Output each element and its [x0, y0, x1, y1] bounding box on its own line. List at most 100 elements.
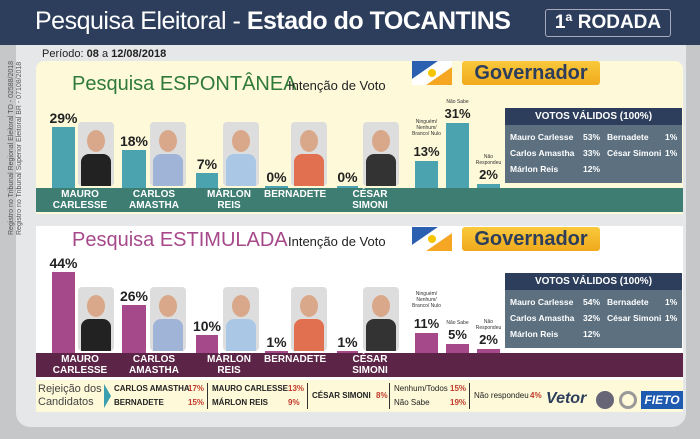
rejection-value: 17%	[188, 384, 205, 393]
candidate-name: CÉSAR SIMONI	[352, 189, 388, 211]
page-title: Pesquisa Eleitoral - Estado do TOCANTINS	[35, 7, 511, 35]
tv-anhanguera-logo	[596, 391, 614, 409]
bar	[196, 334, 218, 353]
record-logo	[619, 391, 637, 409]
registration-text: Registro no Tribunal Regional Eleitoral …	[8, 60, 23, 235]
valid-votes-value: 53%	[583, 132, 601, 142]
arrow-icon	[104, 384, 111, 408]
torso-icon	[81, 319, 111, 351]
category-label: Não Respondeu	[475, 153, 502, 166]
rejection-candidate: Não respondeu	[474, 391, 529, 400]
bar-value-label: 7%	[196, 156, 218, 173]
stimulated-name-band	[36, 353, 683, 377]
face-icon	[159, 130, 177, 152]
valid-votes-value: 12%	[583, 329, 601, 339]
valid-votes-value: 32%	[583, 313, 601, 323]
divider	[307, 383, 308, 409]
vetor-logo: Vetor	[546, 390, 587, 407]
category-label: Ninguém/ Nenhum/ Branco/ Nulo	[412, 290, 441, 309]
valid-votes-value: 1%	[665, 132, 678, 142]
bar-value-label: 0%	[266, 169, 287, 185]
bar-value-label: 1%	[266, 334, 287, 350]
bar	[446, 122, 469, 188]
torso-icon	[153, 319, 183, 351]
valid-votes-value: 54%	[583, 297, 601, 307]
candidate-name: BERNADETE	[264, 354, 327, 365]
spontaneous-name-band	[36, 188, 683, 212]
bar-value-label: 1%	[337, 334, 358, 350]
candidate-photo	[363, 287, 399, 351]
candidate-name: MÁRLON REIS	[207, 189, 251, 211]
candidate-name: MAURO CARLESSE	[52, 354, 108, 376]
torso-icon	[81, 154, 111, 186]
rejection-candidate: BERNADETE	[114, 398, 164, 407]
rejection-value: 13%	[288, 384, 305, 393]
bar	[265, 186, 288, 188]
office-badge: Governador	[462, 227, 600, 251]
valid-votes-name: Márlon Reis	[510, 329, 559, 339]
bar	[52, 127, 75, 188]
valid-votes-value: 33%	[583, 148, 601, 158]
candidate-name: MAURO CARLESSE	[52, 189, 108, 211]
bar-value-label: 18%	[119, 133, 149, 150]
bar-value-label: 29%	[49, 110, 78, 127]
valid-votes-name: Márlon Reis	[510, 164, 559, 174]
bar	[337, 351, 358, 353]
candidate-photo	[223, 122, 259, 186]
rejection-candidate: CÉSAR SIMONI	[312, 391, 371, 400]
face-icon	[232, 130, 250, 152]
torso-icon	[366, 154, 396, 186]
rejection-value: 19%	[450, 398, 467, 407]
candidate-photo	[78, 287, 114, 351]
valid-votes-name: César Simoni	[607, 148, 662, 158]
rejection-value: 15%	[188, 398, 205, 407]
spontaneous-title: Pesquisa ESPONTÂNEA	[72, 73, 297, 95]
candidate-name: BERNADETE	[264, 189, 327, 200]
spontaneous-subtitle: Intenção de Voto	[288, 78, 386, 93]
bar	[415, 160, 438, 188]
rejection-value: 8%	[376, 391, 388, 400]
rejection-value: 9%	[288, 398, 300, 407]
torso-icon	[294, 154, 324, 186]
valid-votes-name: Carlos Amastha	[510, 148, 575, 158]
bar	[122, 304, 146, 353]
valid-votes-title: VOTOS VÁLIDOS (100%)	[505, 108, 682, 125]
divider	[389, 383, 390, 409]
rejection-candidate: CARLOS AMASTHA	[114, 384, 190, 393]
category-label: Não Sabe	[446, 319, 469, 326]
valid-votes-box-spontaneous: VOTOS VÁLIDOS (100%) Mauro Carlesse 53% Car…	[505, 108, 682, 183]
bar	[52, 271, 75, 353]
rejection-candidate: Nenhum/Todos	[394, 384, 448, 393]
face-icon	[232, 295, 250, 317]
bar-value-label: 11%	[413, 315, 440, 331]
bar-value-label: 13%	[413, 143, 440, 159]
bar-value-label: 44%	[49, 254, 78, 271]
face-icon	[300, 130, 318, 152]
bar-value-label: 5%	[448, 326, 467, 342]
valid-votes-name: Bernadete	[607, 297, 649, 307]
tocantins-flag-icon	[412, 227, 452, 251]
torso-icon	[294, 319, 324, 351]
bar	[337, 186, 358, 188]
valid-votes-value: 12%	[583, 164, 601, 174]
valid-votes-value: 1%	[665, 297, 678, 307]
valid-votes-value: 1%	[665, 148, 678, 158]
candidate-name: MÁRLON REIS	[207, 354, 251, 376]
fieto-logo: FIETO	[641, 391, 683, 409]
bar	[265, 351, 288, 353]
rejection-title: Rejeição dos Candidatos	[38, 383, 102, 408]
torso-icon	[226, 319, 256, 351]
bar-value-label: 31%	[444, 105, 471, 121]
candidate-name: CARLOS AMASTHA	[129, 354, 179, 376]
face-icon	[87, 130, 105, 152]
bar	[477, 183, 500, 188]
rejection-candidate: MÁRLON REIS	[212, 398, 268, 407]
bar-value-label: 0%	[337, 169, 358, 185]
rejection-value: 4%	[530, 391, 542, 400]
candidate-photo	[150, 122, 186, 186]
bar-value-label: 26%	[119, 287, 149, 304]
valid-votes-value: 1%	[665, 313, 678, 323]
torso-icon	[366, 319, 396, 351]
candidate-photo	[363, 122, 399, 186]
rejection-strip: Rejeição dos Candidatos CARLOS AMASTHA 17%…	[36, 380, 683, 412]
